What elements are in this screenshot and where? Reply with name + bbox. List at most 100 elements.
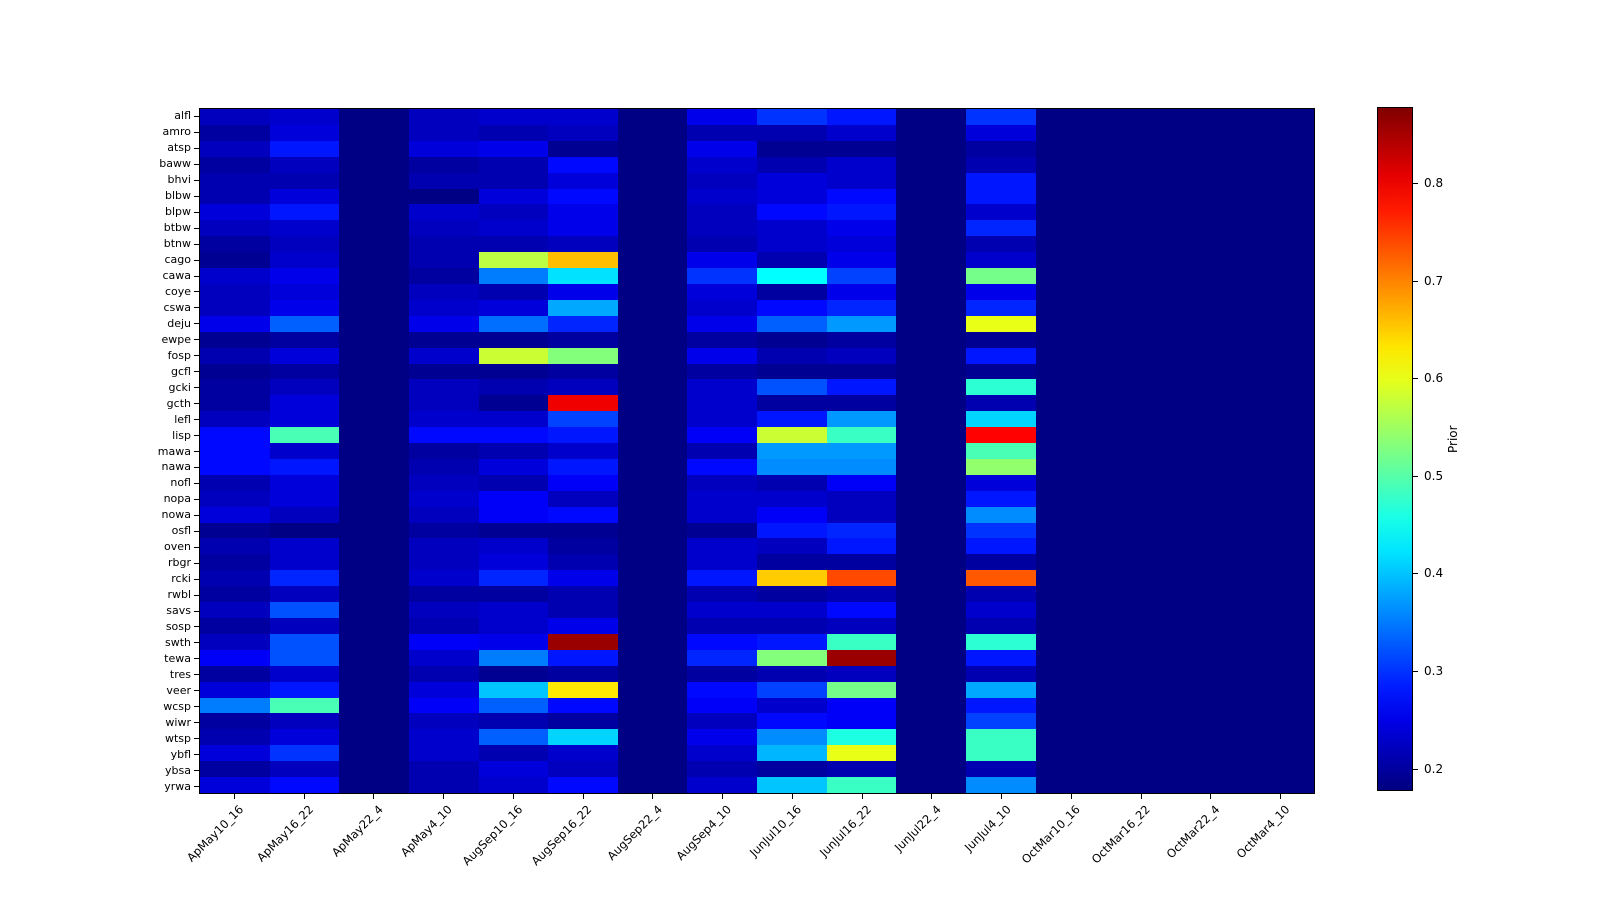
heatmap-cell bbox=[1105, 633, 1175, 650]
heatmap-cell bbox=[1244, 220, 1314, 237]
y-tick-mark bbox=[194, 371, 199, 372]
heatmap-cell bbox=[687, 761, 757, 778]
heatmap-cell bbox=[757, 204, 827, 221]
heatmap-cell bbox=[339, 299, 409, 316]
heatmap-cell bbox=[339, 586, 409, 603]
heatmap-cell bbox=[269, 156, 340, 173]
heatmap-cell bbox=[1244, 697, 1314, 714]
heatmap-cell bbox=[1105, 443, 1175, 459]
heatmap-cell bbox=[408, 586, 479, 603]
heatmap-cell bbox=[408, 729, 479, 746]
heatmap-cell bbox=[1035, 649, 1106, 666]
y-tick-label: yrwa bbox=[164, 780, 191, 793]
heatmap-cell bbox=[408, 427, 479, 444]
heatmap-cell bbox=[1035, 140, 1106, 157]
heatmap-cell bbox=[1035, 761, 1106, 778]
heatmap-cell bbox=[339, 618, 409, 634]
heatmap-cell bbox=[478, 490, 549, 507]
heatmap-cell bbox=[826, 188, 897, 205]
heatmap-cell bbox=[896, 474, 966, 491]
heatmap-cell bbox=[1035, 124, 1106, 141]
heatmap-cell bbox=[1174, 299, 1245, 316]
heatmap-cell bbox=[687, 109, 757, 125]
heatmap-cell bbox=[1035, 570, 1106, 587]
y-tick-label: nowa bbox=[161, 508, 191, 521]
heatmap-cell bbox=[757, 538, 827, 555]
y-tick-label: atsp bbox=[167, 141, 191, 154]
heatmap-cell bbox=[1035, 427, 1106, 444]
heatmap-cell bbox=[896, 331, 966, 348]
heatmap-cell bbox=[478, 665, 549, 682]
heatmap-cell bbox=[408, 761, 479, 778]
heatmap-cell bbox=[1174, 777, 1245, 793]
heatmap-cell bbox=[896, 363, 966, 380]
heatmap-cell bbox=[687, 347, 757, 364]
heatmap-cell bbox=[269, 586, 340, 603]
heatmap-cell bbox=[408, 268, 479, 284]
heatmap-cell bbox=[478, 506, 549, 523]
heatmap-cell bbox=[1035, 347, 1106, 364]
heatmap-cell bbox=[896, 618, 966, 634]
heatmap-cell bbox=[826, 681, 897, 698]
heatmap-cell bbox=[339, 236, 409, 253]
heatmap-cell bbox=[200, 188, 270, 205]
heatmap-cell bbox=[617, 586, 688, 603]
heatmap-cell bbox=[617, 204, 688, 221]
heatmap-cell bbox=[965, 236, 1036, 253]
heatmap-cell bbox=[1105, 697, 1175, 714]
heatmap-cell bbox=[200, 490, 270, 507]
heatmap-cell bbox=[200, 236, 270, 253]
y-tick-label: btbw bbox=[163, 221, 191, 234]
heatmap-cell bbox=[617, 156, 688, 173]
y-tick-mark bbox=[194, 706, 199, 707]
heatmap-cell bbox=[896, 665, 966, 682]
y-tick-label: cawa bbox=[162, 269, 191, 282]
heatmap-cell bbox=[757, 618, 827, 634]
heatmap-cell bbox=[200, 140, 270, 157]
heatmap-cell bbox=[548, 331, 618, 348]
heatmap-cell bbox=[408, 490, 479, 507]
heatmap-cell bbox=[478, 236, 549, 253]
y-tick-label: gcki bbox=[168, 381, 191, 394]
y-tick-mark bbox=[194, 515, 199, 516]
heatmap-cell bbox=[757, 220, 827, 237]
heatmap-cell bbox=[408, 188, 479, 205]
heatmap-cell bbox=[269, 283, 340, 300]
y-tick-label: rwbl bbox=[167, 588, 191, 601]
y-tick-mark bbox=[194, 387, 199, 388]
heatmap-cell bbox=[757, 315, 827, 332]
heatmap-cell bbox=[1105, 268, 1175, 284]
y-tick-mark bbox=[194, 228, 199, 229]
heatmap-cell bbox=[548, 299, 618, 316]
heatmap-cell bbox=[757, 411, 827, 428]
heatmap-cell bbox=[896, 427, 966, 444]
heatmap-cell bbox=[1244, 268, 1314, 284]
y-tick-mark bbox=[194, 212, 199, 213]
heatmap-cell bbox=[687, 124, 757, 141]
heatmap-cell bbox=[478, 538, 549, 555]
heatmap-cell bbox=[826, 411, 897, 428]
heatmap-cell bbox=[1244, 188, 1314, 205]
heatmap-cell bbox=[1244, 283, 1314, 300]
heatmap-cell bbox=[269, 538, 340, 555]
y-tick-label: bhvi bbox=[167, 173, 191, 186]
x-tick-label: AugSep4_10 bbox=[673, 802, 735, 863]
heatmap-cell bbox=[1105, 665, 1175, 682]
heatmap-cell bbox=[200, 395, 270, 412]
heatmap-cell bbox=[1105, 252, 1175, 269]
heatmap-cell bbox=[408, 618, 479, 634]
heatmap-cell bbox=[687, 745, 757, 762]
y-tick-label: tewa bbox=[164, 652, 191, 665]
heatmap-cell bbox=[1105, 156, 1175, 173]
heatmap-cell bbox=[1244, 474, 1314, 491]
heatmap-cell bbox=[965, 777, 1036, 793]
heatmap-cell bbox=[548, 618, 618, 634]
x-tick-mark bbox=[443, 794, 444, 799]
y-tick-label: cswa bbox=[163, 301, 191, 314]
heatmap-cell bbox=[548, 379, 618, 396]
heatmap-cell bbox=[1244, 299, 1314, 316]
heatmap-cell bbox=[200, 777, 270, 793]
y-tick-mark bbox=[194, 579, 199, 580]
heatmap-cell bbox=[1174, 236, 1245, 253]
heatmap-cell bbox=[269, 761, 340, 778]
